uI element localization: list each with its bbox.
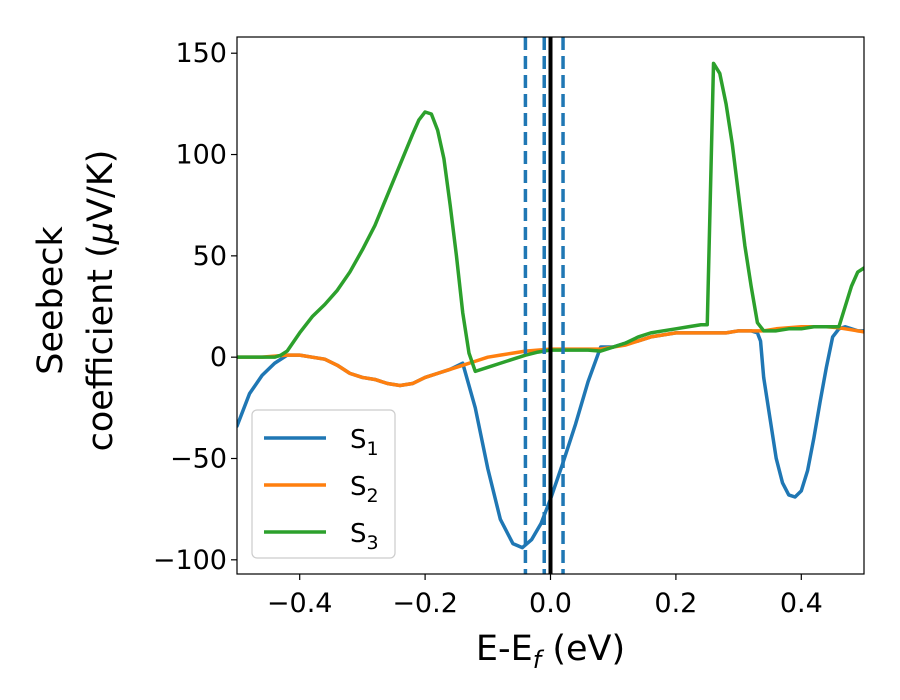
x-tick-label: −0.4 <box>267 588 333 619</box>
x-tick-label: 0.0 <box>529 588 572 619</box>
legend-label-S3: S3 <box>350 519 379 554</box>
y-axis-label-line1: Seebeck <box>31 225 71 374</box>
y-axis: −100 −50 0 50 100 150 <box>153 38 237 576</box>
y-tick-label: 150 <box>175 38 227 69</box>
x-tick-label: 0.2 <box>654 588 697 619</box>
y-tick-label: 100 <box>175 140 227 171</box>
y-tick-label: 0 <box>210 342 227 373</box>
y-axis-label: Seebeck coefficient (μV/K) <box>31 150 121 452</box>
x-axis-label-unit: (eV) <box>541 629 625 669</box>
x-axis-label-main: E-E <box>476 629 533 669</box>
y-tick-label: −50 <box>170 443 227 474</box>
svg-text:coefficient (μV/K): coefficient (μV/K) <box>81 150 121 452</box>
plot-area <box>237 37 864 574</box>
x-tick-label: 0.4 <box>780 588 823 619</box>
y-axis-label-unit: V/K) <box>81 150 121 222</box>
x-axis: −0.4 −0.2 0.0 0.2 0.4 <box>267 574 823 619</box>
y-axis-label-line2: coefficient ( <box>81 244 121 451</box>
legend-label-S1: S1 <box>350 425 379 460</box>
legend: S1 S2 S3 <box>251 409 396 559</box>
svg-text:Seebeck: Seebeck <box>31 225 71 374</box>
legend-label-S2: S2 <box>350 472 379 507</box>
y-tick-label: −100 <box>153 545 227 576</box>
y-axis-label-mu: μ <box>81 222 121 245</box>
series-line-S3 <box>237 61 864 374</box>
x-tick-label: −0.2 <box>392 588 458 619</box>
x-axis-label: E-Ef (eV) <box>476 629 625 674</box>
y-tick-label: 50 <box>193 241 227 272</box>
